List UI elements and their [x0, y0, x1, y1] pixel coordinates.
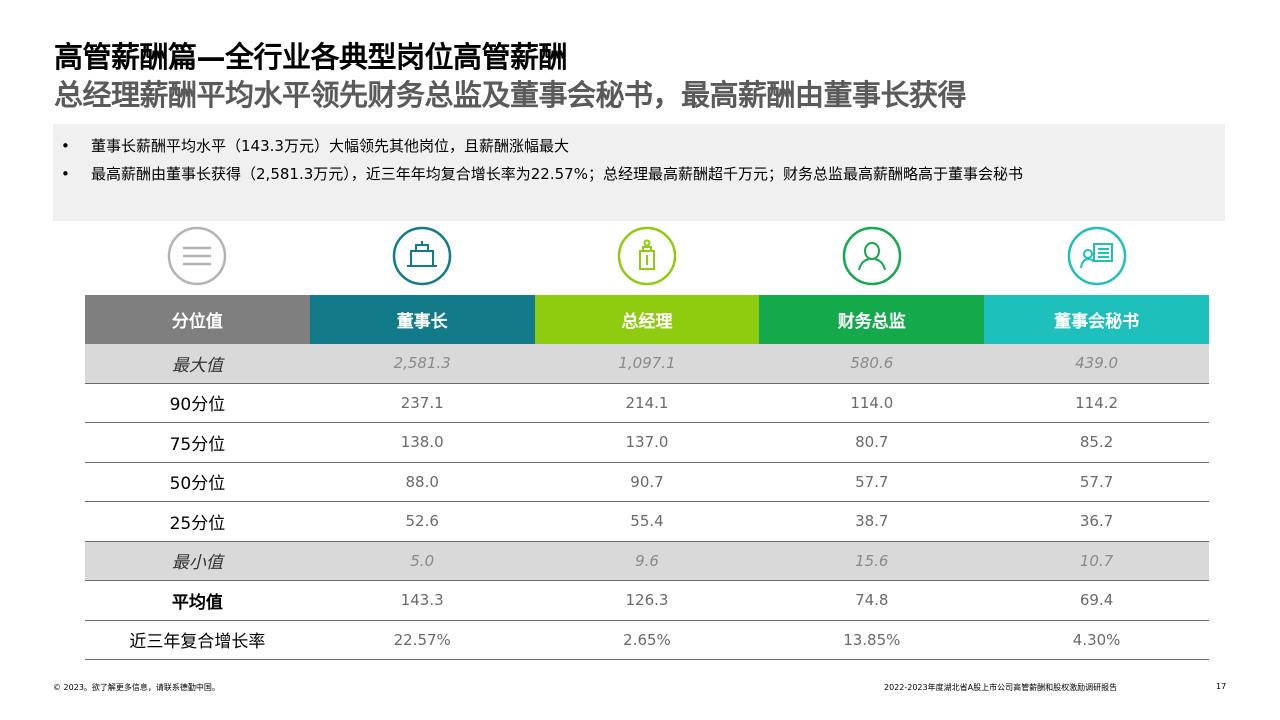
table-cell: 55.4: [534, 501, 760, 542]
table-cell: 69.4: [984, 580, 1209, 621]
table-row: 75分位 138.0 137.0 80.7 85.2: [85, 422, 1209, 463]
table-cell: 580.6: [759, 344, 985, 384]
table-cell: 90.7: [534, 462, 760, 502]
role-icons-row: [85, 223, 1209, 289]
table-cell: 114.0: [759, 383, 985, 423]
chairman-icon: [392, 226, 452, 286]
table-cell: 9.6: [534, 541, 760, 581]
table-cell: 15.6: [759, 541, 985, 581]
table-cell: 52.6: [309, 501, 535, 542]
row-label: 最小值: [85, 541, 310, 581]
table-row: 90分位 237.1 214.1 114.0 114.2: [85, 383, 1209, 423]
table-cell: 57.7: [759, 462, 985, 502]
summary-box: 董事长薪酬平均水平（143.3万元）大幅领先其他岗位，且薪酬涨幅最大 最高薪酬由…: [53, 124, 1225, 221]
table-cell: 5.0: [309, 541, 535, 581]
copyright-text: © 2023。欲了解更多信息，请联系德勤中国。: [53, 683, 220, 692]
bullet-point: 最高薪酬由董事长获得（2,581.3万元），近三年年均复合增长率为22.57%；…: [61, 163, 1211, 186]
table-cell: 80.7: [759, 422, 985, 463]
table-cell: 13.85%: [759, 620, 985, 660]
row-label: 50分位: [85, 462, 310, 502]
table-cell: 114.2: [984, 383, 1209, 423]
table-row: 最小值 5.0 9.6 15.6 10.7: [85, 541, 1209, 581]
table-row: 最大值 2,581.3 1,097.1 580.6 439.0: [85, 344, 1209, 384]
row-label: 25分位: [85, 501, 310, 542]
table-cell: 439.0: [984, 344, 1209, 384]
board-secretary-icon: [1067, 226, 1126, 286]
table-cell: 85.2: [984, 422, 1209, 463]
table-cell: 214.1: [534, 383, 760, 423]
row-label: 平均值: [85, 580, 310, 621]
table-cell: 143.3: [309, 580, 535, 621]
table-cell: 74.8: [759, 580, 985, 621]
page-title: 高管薪酬篇—全行业各典型岗位高管薪酬: [54, 40, 568, 74]
table-cell: 138.0: [309, 422, 535, 463]
table-cell: 237.1: [309, 383, 535, 423]
general-manager-icon: [617, 226, 677, 286]
compensation-table: 分位值 董事长 总经理 财务总监 董事会秘书 最大值 2,581.3 1,097…: [85, 295, 1209, 660]
row-label: 最大值: [85, 344, 310, 384]
row-label: 75分位: [85, 422, 310, 463]
report-title: 2022-2023年度湖北省A股上市公司高管薪酬和股权激励调研报告: [884, 683, 1118, 692]
table-cell: 137.0: [534, 422, 760, 463]
cfo-icon: [842, 226, 902, 286]
table-cell: 1,097.1: [534, 344, 760, 384]
table-cell: 88.0: [309, 462, 535, 502]
table-cell: 2.65%: [534, 620, 760, 660]
column-header: 董事长: [309, 295, 535, 344]
table-cell: 22.57%: [309, 620, 535, 660]
table-cell: 126.3: [534, 580, 760, 621]
row-label: 近三年复合增长率: [85, 620, 310, 660]
column-header: 分位值: [85, 295, 310, 344]
bullet-point: 董事长薪酬平均水平（143.3万元）大幅领先其他岗位，且薪酬涨幅最大: [61, 134, 1211, 158]
table-cell: 38.7: [759, 501, 985, 542]
menu-icon: [168, 226, 227, 286]
table-cell: 10.7: [984, 541, 1209, 581]
table-cell: 2,581.3: [309, 344, 535, 384]
row-label: 90分位: [85, 383, 310, 423]
table-row: 近三年复合增长率 22.57% 2.65% 13.85% 4.30%: [85, 620, 1209, 660]
table-row: 50分位 88.0 90.7 57.7 57.7: [85, 462, 1209, 502]
page-subtitle: 总经理薪酬平均水平领先财务总监及董事会秘书，最高薪酬由董事长获得: [54, 78, 967, 112]
column-header: 总经理: [534, 295, 760, 344]
page-number: 17: [1216, 682, 1227, 691]
column-header: 财务总监: [759, 295, 985, 344]
table-row: 平均值 143.3 126.3 74.8 69.4: [85, 580, 1209, 621]
table-cell: 57.7: [984, 462, 1209, 502]
table-cell: 4.30%: [984, 620, 1209, 660]
column-header: 董事会秘书: [984, 295, 1209, 344]
table-row: 25分位 52.6 55.4 38.7 36.7: [85, 501, 1209, 542]
table-cell: 36.7: [984, 501, 1209, 542]
table-header-row: 分位值 董事长 总经理 财务总监 董事会秘书: [85, 295, 1209, 344]
